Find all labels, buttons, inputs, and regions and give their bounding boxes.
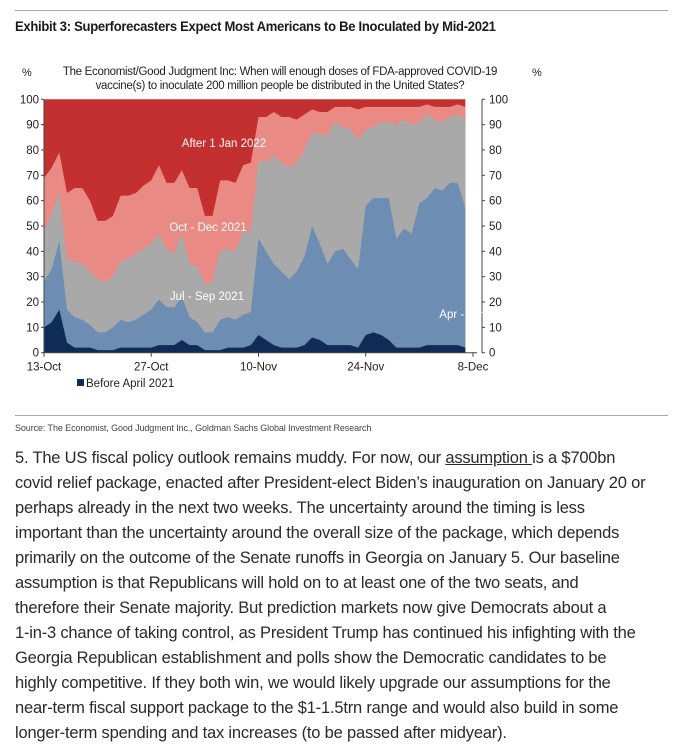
body-text: 5. The US fiscal policy outlook remains … [15, 449, 446, 467]
x-tick-label: 8-Dec [458, 362, 489, 374]
body-line: highly competitive. If they both win, we… [15, 674, 611, 692]
y-tick-label-left: 50 [26, 221, 39, 233]
x-tick-label: 27-Oct [134, 362, 169, 374]
area-apr-jun-2021 [44, 182, 466, 353]
series-label-after-2022: After 1 Jan 2022 [182, 138, 266, 150]
x-tick-label: 13-Oct [27, 362, 62, 374]
x-tick-label: 10-Nov [240, 362, 277, 374]
y-tick-label-right: 50 [489, 221, 502, 233]
y-tick-label-right: 60 [489, 196, 502, 208]
y-tick-label-left: 100 [20, 94, 39, 106]
exhibit-title: Exhibit 3: Superforecasters Expect Most … [15, 18, 496, 34]
assumption-link[interactable]: assumption [445, 449, 533, 467]
top-rule [15, 10, 668, 11]
y-tick-label-left: 90 [26, 120, 39, 132]
y-tick-label-left: 60 [26, 196, 39, 208]
chart-title-line2: vaccine(s) to inoculate 200 million peop… [96, 80, 465, 92]
series-label-apr-jun: Apr - Jun 2021 [439, 309, 514, 321]
y-tick-label-right: 90 [489, 120, 502, 132]
body-line: near-term fiscal support package to the … [15, 699, 619, 717]
legend-swatch-before-april [77, 379, 84, 386]
y-tick-label-right: 0 [489, 348, 495, 360]
series-label-oct-dec: Oct - Dec 2021 [169, 222, 246, 234]
y-tick-label-right: 10 [489, 322, 502, 334]
x-tick-label: 24-Nov [347, 362, 384, 374]
source-note: Source: The Economist, Good Judgment Inc… [15, 423, 372, 433]
body-line: Georgia Republican establishment and pol… [15, 649, 607, 667]
y-tick-label-right: 100 [489, 94, 508, 106]
y-tick-label-right: 40 [489, 246, 502, 258]
y-tick-label-left: 30 [26, 272, 39, 284]
body-line: 5. The US fiscal policy outlook remains … [15, 449, 615, 468]
y-tick-label-left: 70 [26, 170, 39, 182]
body-line: therefore their Senate majority. But pre… [15, 599, 607, 617]
y-tick-label-right: 30 [489, 272, 502, 284]
stacked-area-chart: The Economist/Good Judgment Inc: When wi… [20, 66, 542, 390]
y-tick-label-right: 70 [489, 170, 502, 182]
y-tick-label-left: 0 [33, 348, 39, 360]
body-text: is a $700bn [532, 449, 616, 467]
y-axis-label-left: % [22, 67, 32, 79]
legend-label-before-april: Before April 2021 [86, 378, 174, 390]
body-line: 1-in-3 chance of taking control, as Pres… [15, 624, 636, 642]
body-line: longer-term spending and tax increases (… [15, 724, 507, 742]
y-tick-label-left: 80 [26, 145, 39, 157]
y-tick-label-left: 20 [26, 297, 39, 309]
y-tick-label-left: 10 [26, 322, 39, 334]
y-axis-label-right: % [532, 67, 542, 79]
body-line: important than the uncertainty around th… [15, 524, 620, 542]
body-line: assumption is that Republicans will hold… [15, 574, 579, 592]
body-line: perhaps already in the next two weeks. T… [15, 499, 585, 517]
y-tick-label-left: 40 [26, 246, 39, 258]
body-line: primarily on the outcome of the Senate r… [15, 549, 620, 567]
source-rule [15, 415, 668, 416]
body-line: covid relief package, enacted after Pres… [15, 474, 646, 492]
y-tick-label-right: 80 [489, 145, 502, 157]
chart-title-line1: The Economist/Good Judgment Inc: When wi… [63, 66, 497, 78]
area-before-april-2021 [44, 309, 466, 353]
y-tick-label-right: 20 [489, 297, 502, 309]
series-label-jul-sep: Jul - Sep 2021 [170, 291, 244, 303]
